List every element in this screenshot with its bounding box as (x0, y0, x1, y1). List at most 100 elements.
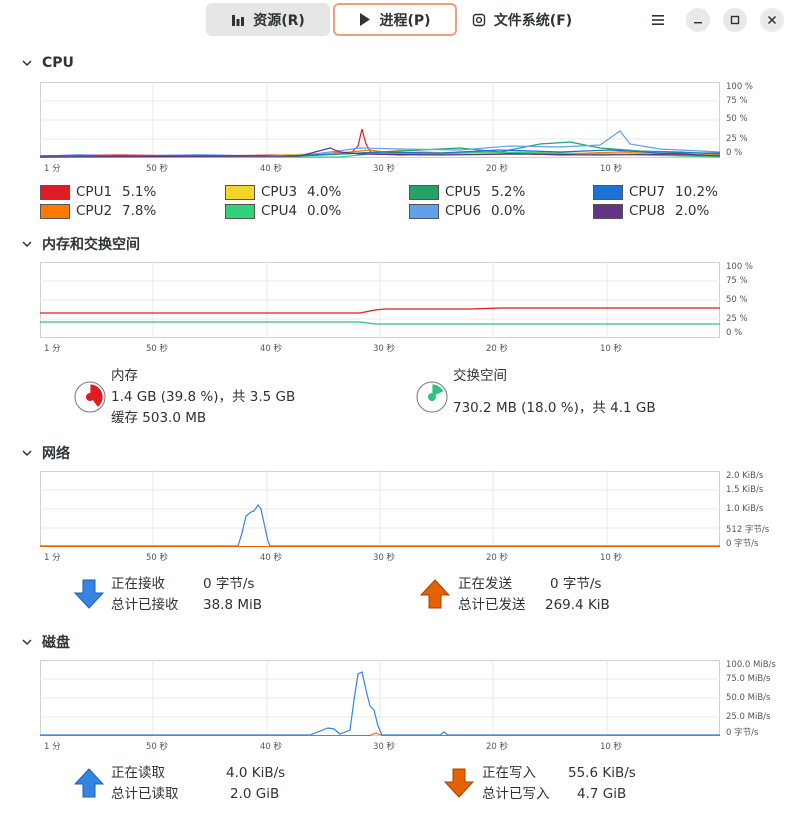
memory-pie-chart[interactable] (74, 381, 106, 413)
cpu-name: CPU7 (629, 184, 666, 200)
y-tick: 0 % (726, 148, 743, 158)
disk-write-line (40, 732, 720, 736)
write-total-label: 总计已写入 (482, 786, 550, 802)
upload-arrow-icon (420, 579, 450, 609)
y-tick: 75 % (726, 276, 748, 286)
maximize-button[interactable] (723, 8, 747, 32)
cpu-name: CPU3 (261, 184, 298, 200)
network-receive-line (40, 503, 720, 547)
y-tick: 25 % (726, 314, 748, 324)
receive-total-label: 总计已接收 (111, 597, 179, 613)
cpu4-color-button[interactable] (225, 203, 255, 219)
x-tick: 10 秒 (600, 553, 623, 563)
y-tick: 0 字节/s (726, 539, 759, 549)
x-tick: 30 秒 (373, 553, 396, 563)
x-tick: 1 分 (44, 742, 61, 752)
send-color-button[interactable] (420, 579, 450, 609)
tab-resources[interactable]: 资源(R) (206, 3, 330, 36)
y-tick: 50 % (726, 295, 748, 305)
x-tick: 10 秒 (600, 164, 623, 174)
receive-rate: 0 字节/s (203, 576, 255, 592)
cpu6-color-button[interactable] (409, 203, 439, 219)
cpu-usage: 7.8% (122, 203, 157, 219)
x-tick: 20 秒 (486, 344, 509, 354)
y-tick: 100 % (726, 82, 754, 92)
receive-label: 正在接收 (111, 576, 165, 592)
cpu-usage: 10.2% (675, 184, 718, 200)
play-icon (360, 13, 371, 26)
cpu-usage: 0.0% (307, 203, 342, 219)
cpu-legend-item: CPU3 4.0% (225, 184, 341, 200)
x-tick: 1 分 (44, 164, 61, 174)
cpu-name: CPU8 (629, 203, 666, 219)
write-color-button[interactable] (444, 768, 474, 798)
close-button[interactable] (760, 8, 784, 32)
write-total: 4.7 GiB (577, 786, 627, 802)
network-section-header[interactable]: 网络 (22, 443, 70, 463)
x-tick: 40 秒 (260, 553, 283, 563)
read-total: 2.0 GiB (230, 786, 280, 802)
memory-graph (40, 262, 720, 338)
cpu-name: CPU2 (76, 203, 113, 219)
swap-usage: 730.2 MB (18.0 %)，共 4.1 GB (453, 400, 656, 416)
disk-read-info: 正在读取 4.0 KiB/s 总计已读取 2.0 GiB (111, 763, 285, 805)
y-tick: 2.0 KiB/s (726, 471, 764, 481)
cpu-graph (40, 82, 720, 158)
read-arrow-icon (74, 768, 104, 798)
cpu5-color-button[interactable] (409, 184, 439, 200)
cpu3-line (40, 149, 720, 158)
cpu-legend-item: CPU8 2.0% (593, 203, 709, 219)
cpu-name: CPU1 (76, 184, 113, 200)
memory-info: 内存 1.4 GB (39.8 %)，共 3.5 GB 缓存 503.0 MB (111, 366, 295, 429)
memory-usage: 1.4 GB (39.8 %)，共 3.5 GB (111, 389, 296, 405)
x-tick: 20 秒 (486, 742, 509, 752)
tab-filesystems-label: 文件系统(F) (493, 12, 573, 29)
cpu8-line (40, 147, 720, 158)
send-total-label: 总计已发送 (458, 597, 526, 613)
main-menu-button[interactable] (646, 8, 670, 32)
x-tick: 40 秒 (260, 742, 283, 752)
disk-write-info: 正在写入 55.6 KiB/s 总计已写入 4.7 GiB (482, 763, 636, 805)
disk-icon (472, 13, 486, 26)
network-section-title: 网络 (42, 446, 70, 462)
x-tick: 50 秒 (146, 164, 169, 174)
disk-section-header[interactable]: 磁盘 (22, 632, 70, 652)
cpu1-color-button[interactable] (40, 184, 70, 200)
cpu6-line (40, 130, 720, 158)
y-tick: 50 % (726, 114, 748, 124)
tab-processes[interactable]: 进程(P) (333, 3, 457, 36)
cpu-usage: 0.0% (491, 203, 526, 219)
receive-color-button[interactable] (74, 579, 104, 609)
tab-filesystems[interactable]: 文件系统(F) (460, 3, 584, 36)
write-rate: 55.6 KiB/s (568, 765, 636, 781)
bar-chart-icon (232, 14, 245, 26)
cpu-section-header[interactable]: CPU (22, 55, 74, 71)
cpu-name: CPU4 (261, 203, 298, 219)
maximize-icon (730, 15, 740, 25)
network-send-info: 正在发送 0 字节/s 总计已发送 269.4 KiB (458, 574, 610, 616)
x-tick: 50 秒 (146, 553, 169, 563)
cpu8-color-button[interactable] (593, 203, 623, 219)
cpu-name: CPU6 (445, 203, 482, 219)
x-tick: 50 秒 (146, 344, 169, 354)
tab-processes-label: 进程(P) (379, 12, 431, 29)
cpu-name: CPU5 (445, 184, 482, 200)
network-receive-info: 正在接收 0 字节/s 总计已接收 38.8 MiB (111, 574, 262, 616)
cpu-legend: CPU1 5.1% CPU2 7.8% CPU3 4.0% CPU4 0.0% CPU5… (40, 184, 760, 224)
cpu-section-title: CPU (42, 55, 74, 71)
cpu7-color-button[interactable] (593, 184, 623, 200)
cpu3-color-button[interactable] (225, 184, 255, 200)
y-tick: 100 % (726, 262, 754, 272)
minimize-button[interactable] (686, 8, 710, 32)
disk-graph (40, 660, 720, 736)
cpu-usage: 2.0% (675, 203, 710, 219)
read-color-button[interactable] (74, 768, 104, 798)
y-tick: 75 % (726, 96, 748, 106)
cpu2-color-button[interactable] (40, 203, 70, 219)
swap-pie-chart[interactable] (416, 381, 448, 413)
memory-line (40, 307, 720, 314)
swap-info: 交换空间 730.2 MB (18.0 %)，共 4.1 GB (453, 366, 656, 419)
swap-title: 交换空间 (453, 368, 507, 384)
memory-section-header[interactable]: 内存和交换空间 (22, 234, 140, 254)
send-rate: 0 字节/s (550, 576, 602, 592)
